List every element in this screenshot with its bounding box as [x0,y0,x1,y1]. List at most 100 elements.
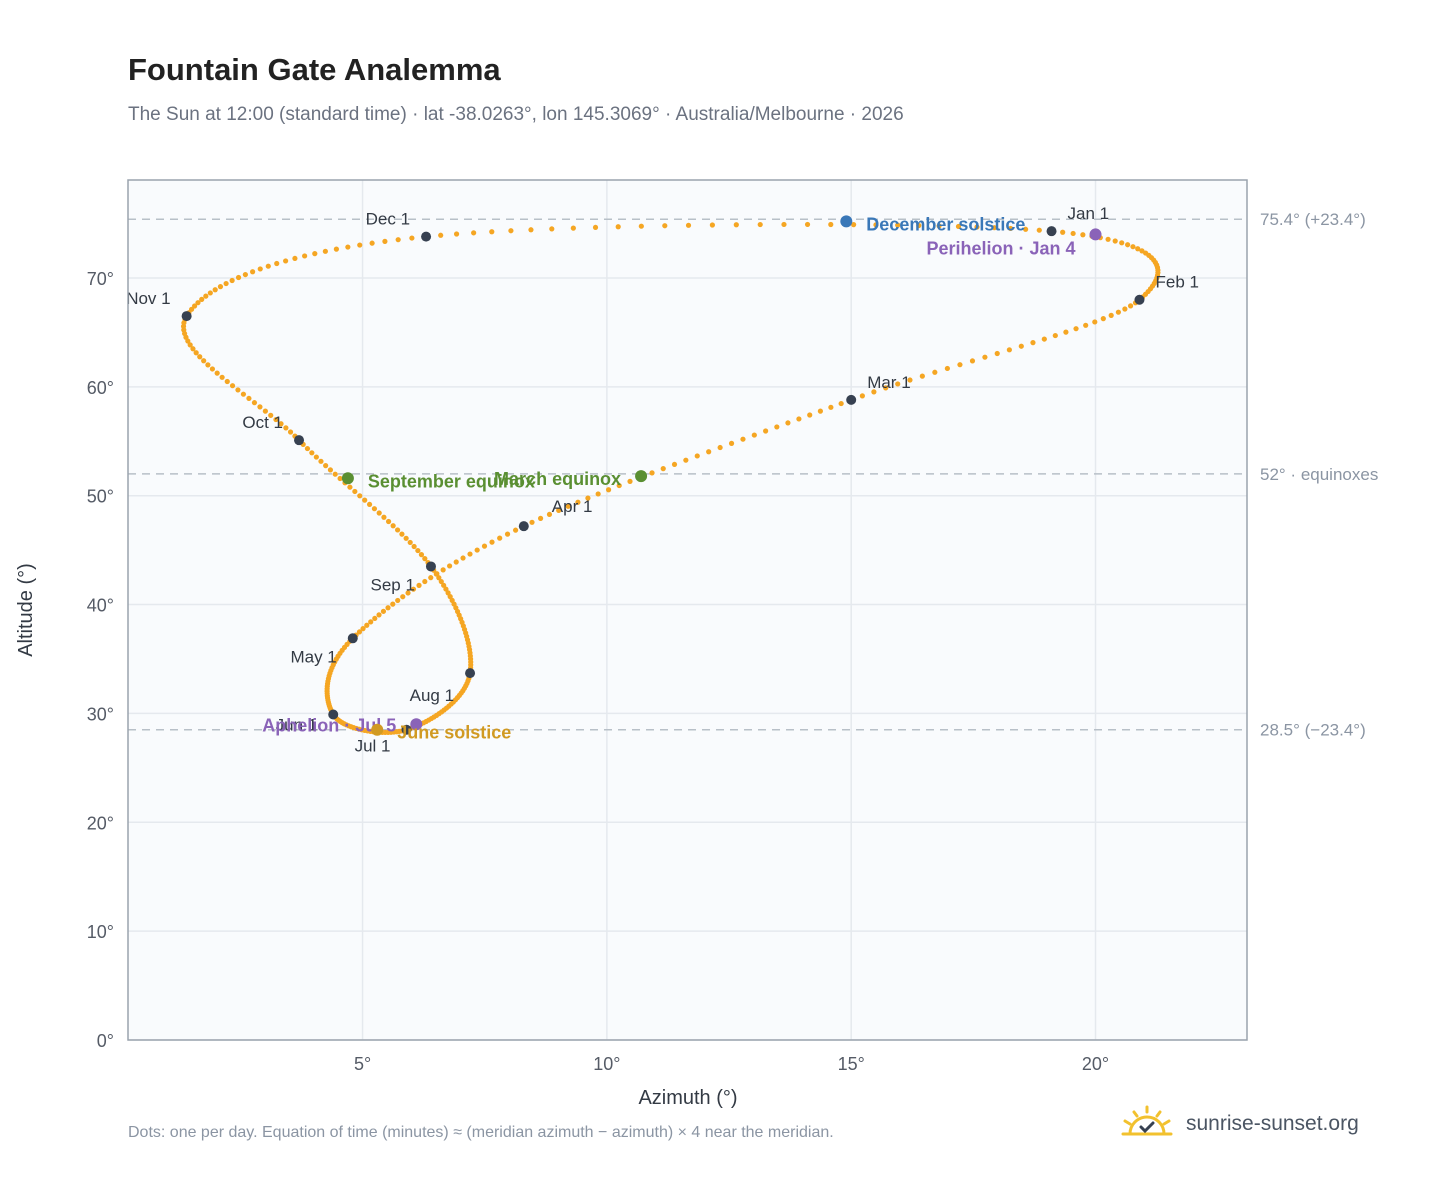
month-marker-dot [181,311,192,322]
daily-sun-dot [796,416,802,422]
daily-sun-dot [229,277,235,284]
daily-sun-dot [546,511,553,518]
daily-sun-dot [1115,309,1121,315]
daily-sun-dot [489,539,495,545]
daily-sun-dot [785,420,791,426]
grid [128,180,1247,1041]
y-tick-label: 70° [87,269,114,289]
daily-sun-dot [781,221,787,228]
event-marker-dot [341,472,354,485]
daily-sun-dot [585,495,591,501]
daily-sun-dot [706,449,712,455]
daily-sun-dot [240,391,247,397]
daily-sun-dot [447,563,453,569]
daily-sun-dot [556,507,562,513]
daily-sun-dot [217,284,224,290]
daily-sun-dot [991,225,997,231]
daily-sun-dot [337,475,343,482]
daily-sun-dot [615,224,621,230]
daily-sun-dot [471,230,477,236]
daily-sun-dot [257,266,263,272]
daily-sun-dot [364,622,370,628]
daily-sun-dot [371,506,378,512]
daily-sun-dot [671,461,678,468]
daily-sun-dot [242,271,248,278]
daily-sun-dot [332,471,338,477]
daily-sun-dot [187,342,193,348]
daily-sun-dot [201,358,207,364]
month-marker-label: Mar 1 [867,373,910,392]
daily-sun-dot [257,404,263,410]
x-tick-label: 5° [354,1054,371,1074]
daily-sun-dot [907,377,913,383]
event-marker-dot [1089,228,1102,241]
daily-sun-dot [1112,238,1118,244]
daily-sun-dot [565,503,571,509]
daily-sun-dot [1007,225,1014,232]
x-tick-label: 15° [838,1054,865,1074]
month-marker-dot [465,668,476,679]
daily-sun-dot [757,221,763,228]
footnote: Dots: one per day. Equation of time (min… [128,1124,834,1141]
daily-sun-dot [1083,322,1089,328]
daily-sun-dot [357,242,363,248]
daily-sun-dot [1073,326,1079,332]
daily-sun-dot [385,518,392,525]
daily-sun-dot [422,578,428,585]
daily-sun-dot [955,223,962,230]
month-marker-label: Jan 1 [1068,204,1110,223]
month-marker-dot [401,724,412,735]
daily-sun-dot [649,470,655,476]
daily-sun-dot [1060,229,1066,235]
daily-sun-dot [1041,336,1047,342]
month-marker-label: Aug 1 [410,686,454,705]
daily-sun-dot [508,228,514,234]
daily-sun-dot [235,387,241,393]
daily-sun-dot [250,269,256,275]
brand[interactable]: sunrise-sunset.org [1120,1104,1359,1144]
daily-sun-dot [235,274,242,281]
daily-sun-dot [372,615,378,622]
daily-sun-dot [728,440,735,446]
daily-sun-dot [994,350,1000,357]
axis-ticks: 5° 10° 15° 20° 0° 10° 20° 30° 40° 50° 60° 70° [87,269,1109,1074]
daily-sun-dot [1125,242,1131,248]
daily-sun-dot [453,231,460,237]
daily-sun-dot [356,629,363,635]
daily-sun-dot [380,608,387,614]
daily-sun-dot [774,424,780,430]
daily-sun-dot [570,225,576,231]
y-tick-label: 50° [87,487,114,507]
daily-sun-dot [807,412,813,418]
daily-sun-dot [763,428,769,434]
daily-sun-dot [1100,316,1106,322]
daily-sun-dot [224,378,230,385]
daily-sun-dot [512,527,519,533]
daily-sun-dot [1052,332,1058,339]
daily-sun-dot [932,369,938,375]
sun-logo-icon [1121,1105,1173,1136]
daily-sun-dot [529,519,535,525]
daily-sun-dot [382,238,388,244]
daily-sun-dot [197,354,203,360]
daily-sun-dot [333,246,339,252]
daily-sun-dot [740,436,746,442]
daily-sun-dot [323,463,329,469]
daily-sun-dot [443,586,449,592]
daily-sun-dot [394,527,401,533]
daily-sun-dot [438,232,444,238]
event-marker-label: June solstice [397,723,511,743]
daily-sun-dot [395,597,401,604]
daily-sun-dot [445,590,451,596]
daily-sun-dot [400,594,406,600]
daily-sun-dot [660,466,666,472]
daily-sun-dot [982,354,988,360]
daily-sun-dot [251,400,258,406]
daily-sun-dot [223,280,229,287]
x-axis-title: Azimuth (°) [638,1087,737,1109]
daily-sun-dot [199,296,205,302]
daily-sun-dot [278,421,284,427]
event-marker-dot [371,723,384,736]
daily-sun-dot [322,248,328,254]
